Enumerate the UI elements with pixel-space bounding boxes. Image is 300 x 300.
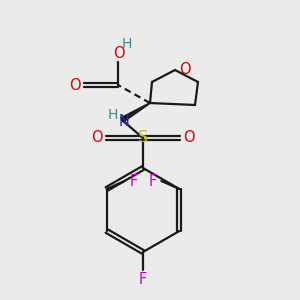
Text: O: O (179, 62, 191, 77)
Text: O: O (183, 130, 195, 146)
Text: F: F (148, 173, 157, 188)
Text: F: F (139, 272, 147, 287)
Text: N: N (118, 113, 129, 128)
Text: H: H (122, 37, 132, 51)
Text: S: S (138, 130, 148, 146)
Polygon shape (121, 103, 150, 122)
Text: O: O (69, 77, 81, 92)
Text: H: H (108, 108, 118, 122)
Text: O: O (113, 46, 125, 61)
Text: O: O (91, 130, 103, 146)
Text: F: F (130, 173, 138, 188)
